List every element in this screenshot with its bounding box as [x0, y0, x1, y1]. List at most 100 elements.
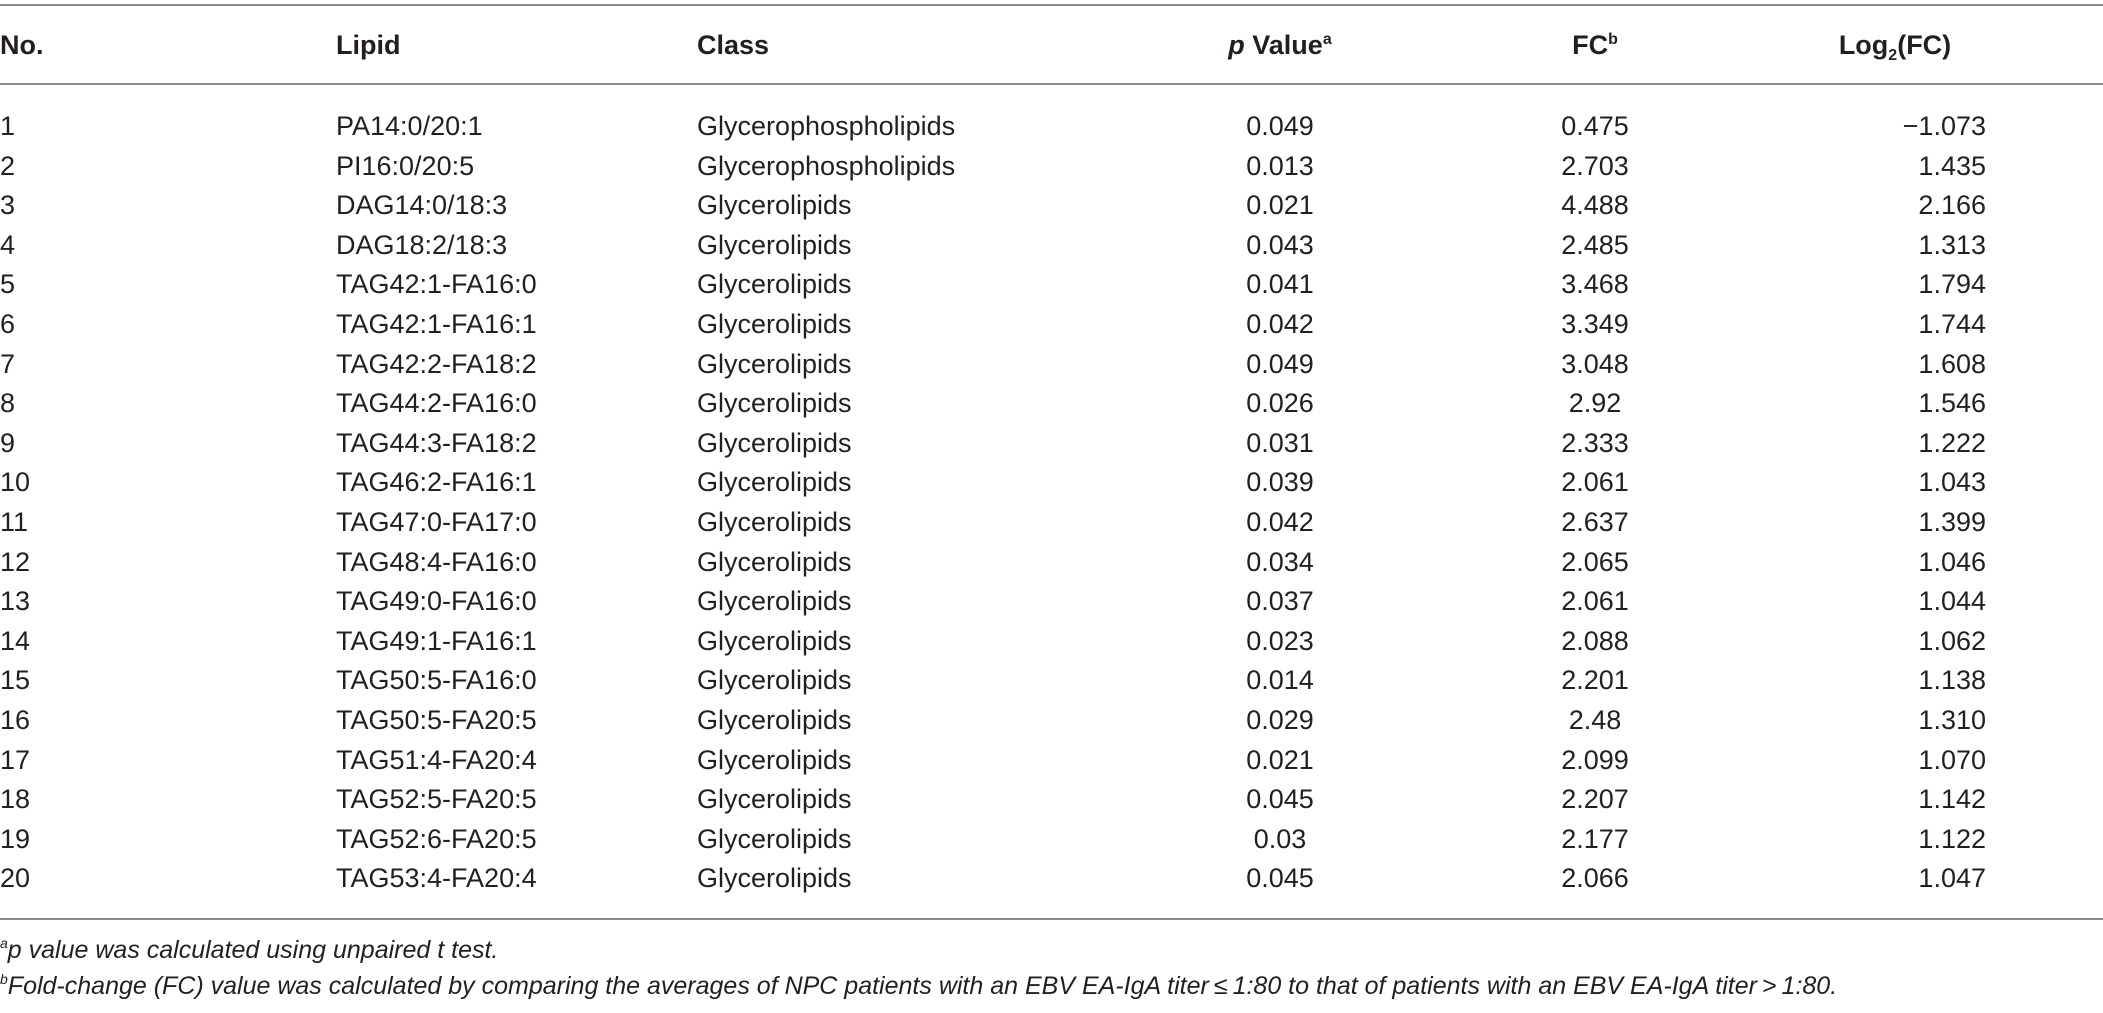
cell-class: Glycerolipids: [697, 625, 852, 656]
cell-lipid: TAG50:5-FA20:5: [336, 704, 537, 735]
cell-log2fc: 1.046: [1918, 546, 1986, 577]
footnote-a: ap value was calculated using unpaired t…: [0, 933, 498, 967]
cell-log2fc: 1.043: [1918, 467, 1986, 498]
cell-class: Glycerolipids: [697, 467, 852, 498]
cell-class: Glycerolipids: [697, 586, 852, 617]
cell-log2fc: 1.062: [1918, 625, 1986, 656]
cell-fc: 2.48: [1568, 704, 1622, 735]
header-class: Class: [697, 30, 770, 60]
table-row: 20 TAG53:4-FA20:4 Glycerolipids 0.045 2.066 1…: [0, 859, 2103, 899]
cell-class: Glycerolipids: [697, 863, 852, 894]
cell-log2fc: −1.073: [1902, 111, 1986, 141]
cell-lipid: TAG42:1-FA16:1: [336, 308, 537, 339]
cell-p-value: 0.045: [1246, 784, 1314, 815]
table-row: 2 PI16:0/20:5 Glycerophospholipids 0.013 2.7…: [0, 147, 2103, 187]
cell-p-value: 0.042: [1246, 308, 1314, 339]
cell-lipid: DAG14:0/18:3: [336, 190, 508, 221]
cell-p-value: 0.031: [1246, 427, 1314, 458]
cell-log2fc: 2.166: [1918, 190, 1986, 221]
header-lipid: Lipid: [336, 30, 401, 60]
cell-fc: 2.065: [1561, 546, 1629, 577]
cell-lipid: PA14:0/20:1: [336, 111, 483, 141]
cell-class: Glycerolipids: [697, 744, 852, 775]
footnote-b-mark: b: [0, 971, 8, 987]
cell-no: 3: [0, 190, 16, 221]
cell-log2fc: 1.044: [1918, 586, 1986, 617]
header-log2fc: Log2(FC): [1780, 24, 2010, 66]
cell-p-value: 0.03: [1253, 823, 1307, 854]
table-top-rule: [0, 4, 2103, 6]
cell-no: 11: [0, 506, 29, 537]
cell-log2fc: 1.142: [1918, 784, 1986, 815]
cell-fc: 2.061: [1561, 586, 1629, 617]
cell-no: 5: [0, 269, 16, 300]
cell-log2fc: 1.794: [1918, 269, 1986, 300]
table-body: 1 PA14:0/20:1 Glycerophospholipids 0.049 0.4…: [0, 107, 2103, 899]
cell-class: Glycerophospholipids: [697, 150, 956, 181]
cell-p-value: 0.034: [1246, 546, 1314, 577]
cell-class: Glycerolipids: [697, 190, 852, 221]
cell-no: 8: [0, 388, 16, 419]
cell-class: Glycerolipids: [697, 269, 852, 300]
cell-p-value: 0.029: [1246, 704, 1314, 735]
table-header-rule: [0, 83, 2103, 85]
table-row: 7 TAG42:2-FA18:2 Glycerolipids 0.049 3.048 1.…: [0, 345, 2103, 385]
header-p-rest: Value: [1244, 30, 1323, 60]
cell-log2fc: 1.138: [1918, 665, 1986, 696]
cell-p-value: 0.045: [1246, 863, 1314, 894]
cell-p-value: 0.049: [1246, 111, 1314, 141]
cell-fc: 2.066: [1561, 863, 1629, 894]
table-row: 10 TAG46:2-FA16:1 Glycerolipids 0.039 2.061 1…: [0, 463, 2103, 503]
cell-log2fc: 1.222: [1918, 427, 1986, 458]
cell-class: Glycerolipids: [697, 823, 852, 854]
cell-no: 17: [0, 744, 31, 775]
footnote-a-mark: a: [0, 935, 8, 951]
cell-p-value: 0.039: [1246, 467, 1314, 498]
cell-no: 9: [0, 427, 16, 458]
cell-fc: 3.048: [1561, 348, 1629, 379]
header-p-italic: p: [1228, 30, 1245, 60]
cell-log2fc: 1.313: [1918, 229, 1986, 260]
footnote-b: bFold-change (FC) value was calculated b…: [0, 969, 1837, 1003]
table-row: 1 PA14:0/20:1 Glycerophospholipids 0.049 0.4…: [0, 107, 2103, 147]
cell-lipid: TAG42:1-FA16:0: [336, 269, 537, 300]
header-fc: FCb: [1530, 24, 1660, 66]
cell-no: 16: [0, 704, 31, 735]
cell-fc: 2.92: [1568, 388, 1622, 419]
cell-p-value: 0.021: [1246, 190, 1314, 221]
table-bottom-rule: [0, 918, 2103, 920]
cell-no: 10: [0, 467, 31, 498]
cell-p-value: 0.041: [1246, 269, 1314, 300]
cell-log2fc: 1.310: [1918, 704, 1986, 735]
cell-no: 2: [0, 150, 16, 181]
table-row: 18 TAG52:5-FA20:5 Glycerolipids 0.045 2.207 1…: [0, 780, 2103, 820]
cell-log2fc: 1.122: [1918, 823, 1986, 854]
header-fc-label: FC: [1572, 30, 1609, 60]
cell-no: 19: [0, 823, 31, 854]
cell-fc: 4.488: [1561, 190, 1629, 221]
cell-no: 12: [0, 546, 31, 577]
cell-fc: 3.468: [1561, 269, 1629, 300]
cell-log2fc: 1.047: [1918, 863, 1986, 894]
cell-no: 1: [0, 111, 16, 141]
cell-lipid: TAG52:5-FA20:5: [336, 784, 537, 815]
cell-no: 13: [0, 586, 31, 617]
cell-fc: 2.637: [1561, 506, 1629, 537]
table-row: 13 TAG49:0-FA16:0 Glycerolipids 0.037 2.061 1…: [0, 582, 2103, 622]
cell-lipid: TAG52:6-FA20:5: [336, 823, 537, 854]
cell-log2fc: 1.546: [1918, 388, 1986, 419]
cell-class: Glycerolipids: [697, 427, 852, 458]
cell-no: 4: [0, 229, 16, 260]
cell-no: 15: [0, 665, 31, 696]
cell-lipid: TAG46:2-FA16:1: [336, 467, 537, 498]
cell-p-value: 0.023: [1246, 625, 1314, 656]
table-row: 11 TAG47:0-FA17:0 Glycerolipids 0.042 2.637 1…: [0, 503, 2103, 543]
table-row: 12 TAG48:4-FA16:0 Glycerolipids 0.034 2.065 1…: [0, 543, 2103, 583]
cell-p-value: 0.013: [1246, 150, 1314, 181]
cell-p-value: 0.026: [1246, 388, 1314, 419]
table-row: 15 TAG50:5-FA16:0 Glycerolipids 0.014 2.201 1…: [0, 661, 2103, 701]
cell-log2fc: 1.070: [1918, 744, 1986, 775]
cell-fc: 2.061: [1561, 467, 1629, 498]
cell-p-value: 0.043: [1246, 229, 1314, 260]
cell-no: 18: [0, 784, 31, 815]
